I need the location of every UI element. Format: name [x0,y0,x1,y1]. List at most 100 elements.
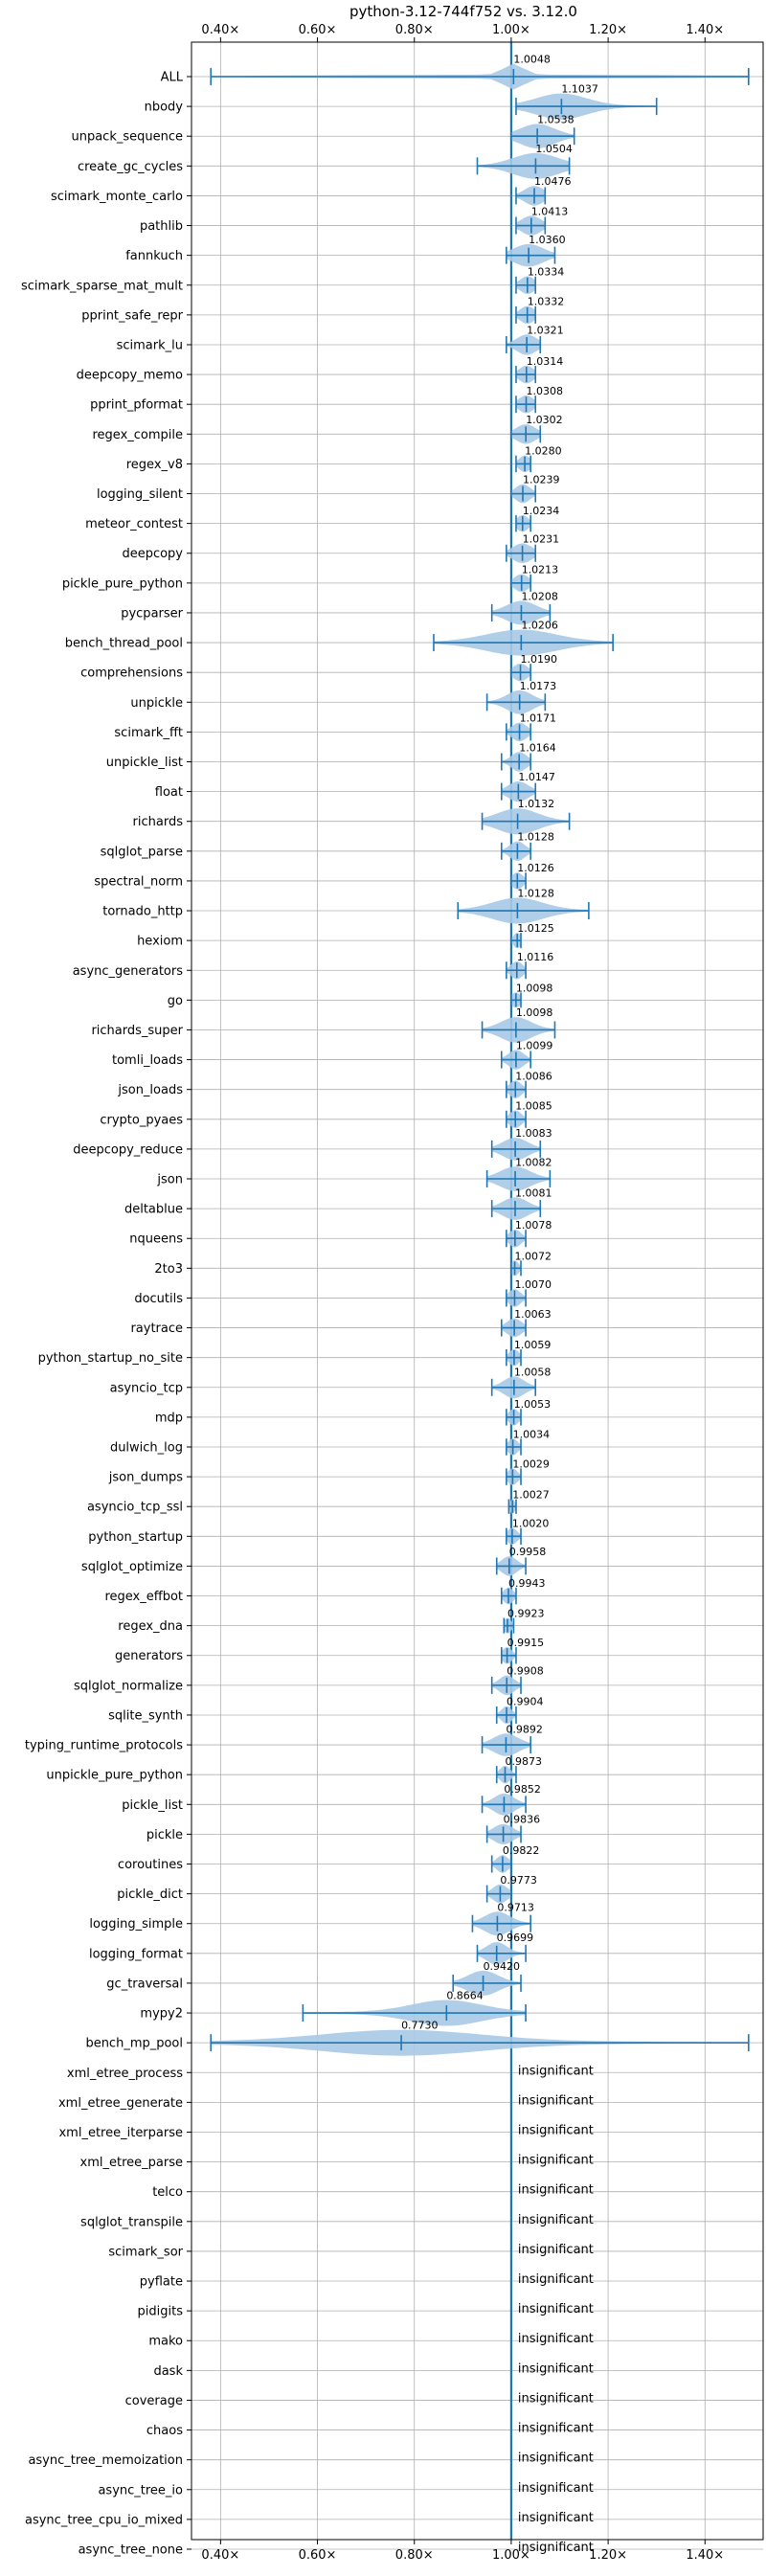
benchmark-label: coroutines [118,1858,183,1872]
insignificant-label: insignificant [518,2391,594,2406]
insignificant-label: insignificant [518,2154,594,2168]
benchmark-label: xml_etree_iterparse [58,2126,183,2140]
mean-value-label: 0.9836 [504,1814,541,1826]
mean-value-label: 1.0280 [525,445,562,458]
mean-value-label: 0.9923 [507,1608,545,1620]
benchmark-label: tomli_loads [112,1053,183,1068]
x-tick-label-bottom: 1.00× [492,2548,530,2563]
x-tick-label-bottom: 0.40× [201,2548,239,2563]
mean-value-label: 1.0116 [517,951,554,963]
mean-value-label: 1.0082 [515,1156,552,1168]
mean-value-label: 1.0078 [515,1219,552,1232]
insignificant-label: insignificant [518,2422,594,2436]
insignificant-label: insignificant [518,2511,594,2525]
mean-value-label: 1.0126 [517,862,554,874]
benchmark-label: xml_etree_process [67,2067,183,2081]
benchmark-label: dulwich_log [110,1440,183,1455]
benchmark-label: 2to3 [154,1262,183,1277]
chart-title: python-3.12-744f752 vs. 3.12.0 [349,3,577,20]
benchmark-label: xml_etree_parse [80,2156,183,2170]
mean-value-label: 1.0190 [521,653,558,666]
benchmark-label: regex_v8 [126,458,183,472]
mean-value-label: 1.0020 [512,1518,550,1530]
mean-value-label: 1.0171 [520,712,557,725]
benchmark-label: scimark_sor [108,2245,183,2259]
mean-value-label: 1.0058 [514,1366,552,1378]
violin-layer [210,42,750,2540]
mean-value-label: 1.0213 [522,564,559,576]
mean-value-label: 1.0034 [513,1428,551,1440]
mean-value-label: 1.0053 [514,1398,552,1411]
benchmark-label: float [155,785,183,800]
mean-value-label: 1.0302 [526,414,563,426]
mean-value-label: 1.0332 [528,296,565,308]
benchmark-label: coverage [125,2394,183,2408]
benchmark-label: pickle_dict [117,1887,183,1902]
insignificant-label: insignificant [518,2093,594,2108]
benchmark-label: pickle_pure_python [62,576,183,591]
benchmark-label: unpickle_pure_python [46,1769,183,1783]
mean-value-label: 1.0125 [517,922,554,935]
benchmark-label: sqlite_synth [108,1708,183,1723]
mean-value-label: 0.7730 [401,2020,439,2032]
mean-value-label: 1.0027 [512,1489,550,1502]
benchmark-label: mako [148,2335,183,2349]
benchmark-label: comprehensions [80,667,183,681]
mean-value-label: 1.1037 [561,83,598,96]
insignificant-label: insignificant [518,2213,594,2227]
benchmark-label: deepcopy_memo [77,369,183,383]
benchmark-label: pickle [146,1828,183,1842]
benchmark-label: spectral_norm [94,874,183,889]
benchmark-label: mdp [155,1411,183,1425]
mean-value-label: 1.0048 [513,54,551,66]
benchmark-label: async_tree_none [79,2543,183,2558]
benchmark-label: bench_thread_pool [65,637,183,651]
benchmark-label: pathlib [140,219,183,234]
mean-value-label: 0.9699 [497,1932,534,1944]
mean-value-label: 1.0234 [523,505,560,517]
benchmark-label: chaos [146,2424,183,2438]
benchmark-label: pickle_list [122,1798,183,1813]
benchmark-label: dask [153,2364,183,2379]
benchmark-label: sqlglot_parse [101,845,183,859]
mean-value-label: 1.0504 [535,143,573,155]
benchmark-label: generators [115,1649,183,1663]
insignificant-label: insignificant [518,2481,594,2496]
mean-value-label: 0.9873 [505,1755,542,1768]
benchmark-label: gc_traversal [106,1977,183,1991]
mean-value-label: 1.0206 [521,620,558,632]
benchmark-label: regex_compile [92,428,183,442]
benchmark-label: pprint_safe_repr [81,308,183,323]
benchmark-label: richards_super [91,1024,183,1038]
mean-value-label: 1.0476 [534,175,572,188]
mean-value-label: 1.0099 [516,1039,553,1051]
mean-value-label: 0.9773 [500,1874,537,1887]
benchmark-label: typing_runtime_protocols [25,1739,183,1753]
mean-value-label: 1.0321 [527,324,564,336]
mean-value-label: 1.0059 [514,1339,552,1351]
benchmark-label: asyncio_tcp [110,1381,183,1395]
mean-value-label: 1.0070 [514,1278,552,1291]
mean-value-label: 1.0098 [516,982,553,994]
benchmark-label: crypto_pyaes [100,1113,183,1127]
benchmark-label: async_tree_cpu_io_mixed [25,2513,183,2527]
mean-value-label: 1.0173 [520,680,557,692]
benchmark-label: unpack_sequence [71,130,183,145]
x-tick-label-top: 1.00× [492,23,530,37]
benchmark-label: sqlglot_transpile [80,2215,183,2229]
mean-value-label: 0.9822 [503,1844,540,1857]
mean-value-label: 1.0314 [527,355,564,368]
mean-value-label: 0.9420 [484,1960,520,1973]
mean-value-label: 1.0128 [517,888,554,900]
benchmark-label: bench_mp_pool [85,2037,183,2051]
mean-value-label: 1.0128 [517,831,554,844]
mean-value-label: 1.0085 [515,1100,552,1113]
benchmark-label: telco [152,2185,183,2200]
benchmark-label: fannkuch [125,249,183,263]
benchmark-label: xml_etree_generate [58,2096,183,2111]
mean-value-label: 1.0231 [523,533,560,546]
x-tick-label-top: 0.80× [395,23,434,37]
x-tick-label-bottom: 1.40× [686,2548,724,2563]
mean-value-label: 0.9713 [497,1901,534,1913]
